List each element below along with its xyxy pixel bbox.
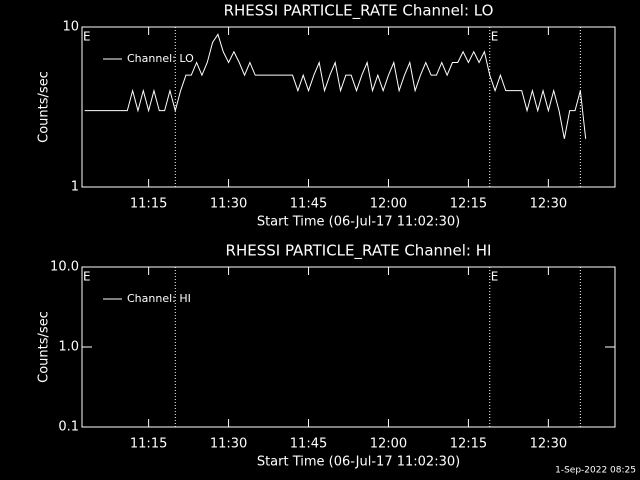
x-tick-label: 11:45 bbox=[290, 437, 327, 452]
x-tick-label: 11:15 bbox=[130, 437, 167, 452]
annotation: E bbox=[83, 270, 91, 284]
x-tick-label: 11:45 bbox=[290, 197, 327, 212]
x-tick-label: 12:30 bbox=[530, 437, 567, 452]
data-line bbox=[84, 33, 587, 139]
plot-frame bbox=[81, 26, 616, 188]
footer: 1-Sep-2022 08:25 bbox=[555, 466, 636, 476]
y-tick-label: 1.0 bbox=[58, 340, 79, 355]
y-tick-label: 10.0 bbox=[50, 260, 79, 275]
x-tick-label: 11:30 bbox=[210, 197, 247, 212]
plot-frame bbox=[81, 266, 616, 428]
chart-title: RHESSI PARTICLE_RATE Channel: LO bbox=[224, 2, 494, 21]
y-tick-label: 10 bbox=[62, 20, 79, 35]
x-tick-label: 12:30 bbox=[530, 197, 567, 212]
x-axis-label: Start Time (06-Jul-17 11:02:30) bbox=[257, 215, 460, 230]
legend-label: Channel: HI bbox=[127, 292, 191, 305]
annotation: E bbox=[83, 30, 91, 44]
x-tick-label: 11:15 bbox=[130, 197, 167, 212]
x-tick-label: 12:00 bbox=[370, 437, 407, 452]
annotation: E bbox=[491, 30, 499, 44]
chart-title: RHESSI PARTICLE_RATE Channel: HI bbox=[226, 242, 492, 261]
x-tick-label: 12:00 bbox=[370, 197, 407, 212]
x-tick-label: 11:30 bbox=[210, 437, 247, 452]
y-tick-label: 1 bbox=[71, 180, 79, 195]
y-axis-label: Counts/sec bbox=[37, 71, 52, 143]
legend-label: Channel: LO bbox=[127, 52, 194, 65]
y-axis-label: Counts/sec bbox=[37, 311, 52, 383]
x-axis-label: Start Time (06-Jul-17 11:02:30) bbox=[257, 455, 460, 470]
x-tick-label: 12:15 bbox=[450, 437, 487, 452]
x-tick-label: 12:15 bbox=[450, 197, 487, 212]
y-tick-label: 0.1 bbox=[58, 420, 79, 435]
annotation: E bbox=[491, 270, 499, 284]
